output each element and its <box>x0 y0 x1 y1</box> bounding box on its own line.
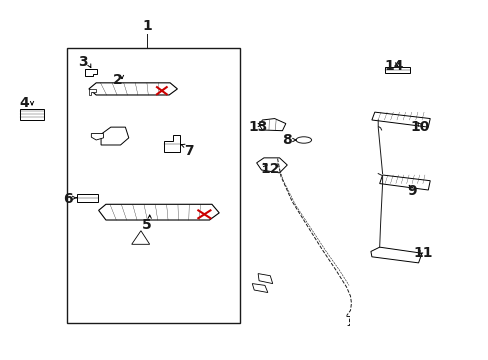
Polygon shape <box>77 194 98 202</box>
Text: 3: 3 <box>78 55 88 69</box>
Text: 7: 7 <box>183 144 193 158</box>
Polygon shape <box>379 175 429 190</box>
Polygon shape <box>91 134 103 140</box>
Text: 10: 10 <box>410 120 429 134</box>
Polygon shape <box>20 109 44 120</box>
Text: 11: 11 <box>413 246 432 260</box>
Polygon shape <box>252 284 267 293</box>
Text: 2: 2 <box>113 73 122 87</box>
Polygon shape <box>258 274 272 284</box>
Text: 14: 14 <box>384 59 403 73</box>
Polygon shape <box>164 135 180 152</box>
Text: 9: 9 <box>407 184 416 198</box>
Polygon shape <box>384 67 409 73</box>
Polygon shape <box>89 83 177 95</box>
Polygon shape <box>85 69 97 76</box>
Text: 4: 4 <box>20 96 30 110</box>
Polygon shape <box>89 89 96 95</box>
Text: 1: 1 <box>142 19 152 33</box>
Polygon shape <box>259 118 285 131</box>
Text: 12: 12 <box>260 162 279 176</box>
Polygon shape <box>256 158 287 173</box>
Polygon shape <box>101 127 128 145</box>
Bar <box>67 48 239 323</box>
Polygon shape <box>370 247 421 263</box>
Text: 6: 6 <box>63 192 73 206</box>
Text: 13: 13 <box>247 120 267 134</box>
Polygon shape <box>371 112 429 127</box>
Text: 8: 8 <box>282 133 291 147</box>
Text: 5: 5 <box>141 218 151 231</box>
Polygon shape <box>99 204 219 220</box>
Polygon shape <box>131 231 149 244</box>
